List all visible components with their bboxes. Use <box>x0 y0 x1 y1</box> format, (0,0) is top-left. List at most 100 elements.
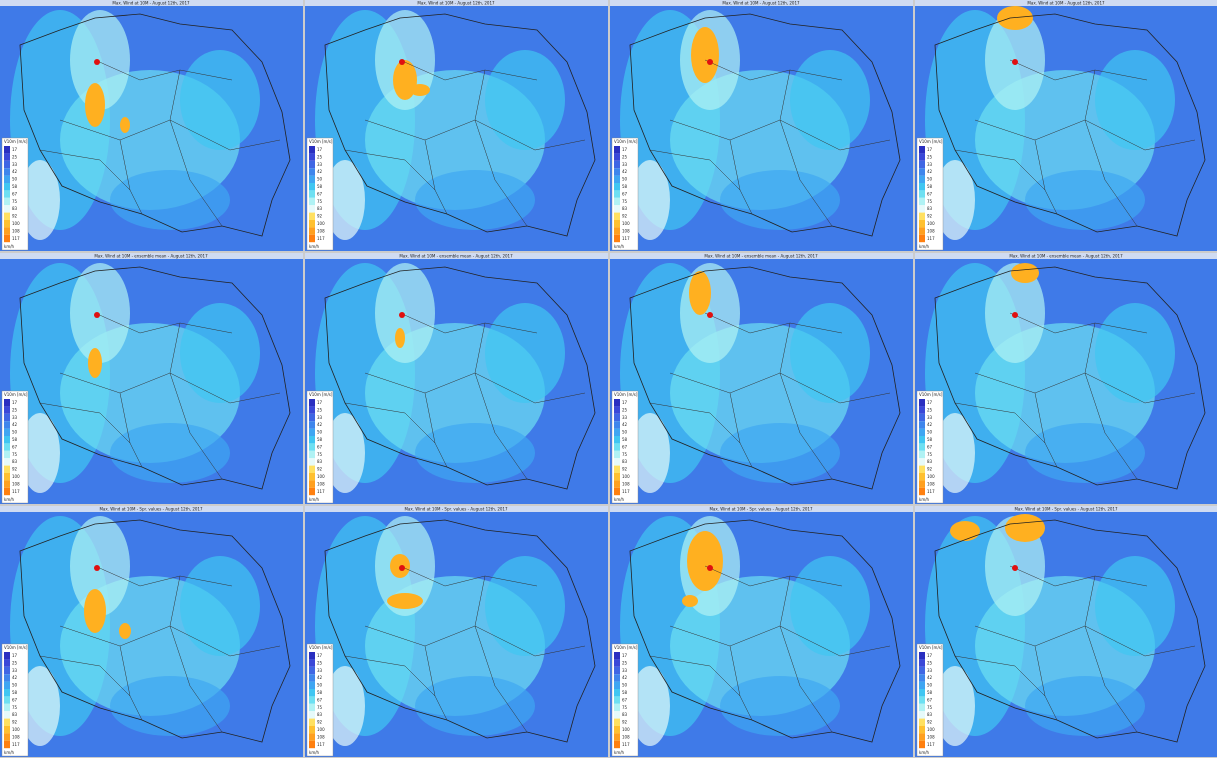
legend-swatch <box>309 183 315 190</box>
legend-unit: km/h <box>4 750 15 755</box>
wind-field <box>180 50 260 150</box>
legend-label: 33 <box>12 162 18 167</box>
legend-label: 17 <box>317 653 323 658</box>
legend-swatch <box>309 406 315 413</box>
legend-label: 42 <box>12 169 18 174</box>
wind-field <box>790 556 870 656</box>
high-wind-area <box>691 27 719 83</box>
legend: V10m [m/s]17253342505867758392100108117k… <box>612 138 638 250</box>
legend-swatch <box>4 176 10 183</box>
wind-field <box>790 50 870 150</box>
legend-swatch <box>614 168 620 175</box>
legend-label: 67 <box>622 191 628 196</box>
high-wind-area <box>950 521 980 541</box>
legend-swatch <box>309 190 315 197</box>
legend-label: 75 <box>927 199 933 204</box>
legend-swatch <box>919 421 925 428</box>
legend-swatch <box>309 220 315 227</box>
legend-swatch <box>614 696 620 703</box>
legend-swatch <box>614 682 620 689</box>
legend-label: 17 <box>12 147 18 152</box>
legend-swatch <box>4 458 10 465</box>
legend-title: V10m [m/s] <box>614 139 638 144</box>
legend-label: 75 <box>317 199 323 204</box>
legend-label: 75 <box>317 705 323 710</box>
legend-swatch <box>4 659 10 666</box>
legend-label: 17 <box>317 147 323 152</box>
legend-swatch <box>614 733 620 740</box>
legend-swatch <box>919 161 925 168</box>
legend-label: 33 <box>622 668 628 673</box>
legend-label: 67 <box>622 444 628 449</box>
legend-swatch <box>919 168 925 175</box>
legend-title: V10m [m/s] <box>4 392 28 397</box>
legend-swatch <box>4 733 10 740</box>
legend-swatch <box>919 176 925 183</box>
legend-swatch <box>919 227 925 234</box>
legend-label: 117 <box>317 236 325 241</box>
legend-label: 42 <box>927 422 933 427</box>
legend-label: 33 <box>317 415 323 420</box>
legend-swatch <box>919 652 925 659</box>
legend-swatch <box>309 711 315 718</box>
legend-label: 75 <box>927 452 933 457</box>
legend-label: 108 <box>927 734 935 739</box>
wind-field <box>1095 50 1175 150</box>
legend-unit: km/h <box>614 244 625 249</box>
legend-label: 50 <box>317 430 323 435</box>
legend-label: 108 <box>12 481 20 486</box>
legend-swatch <box>4 153 10 160</box>
legend-swatch <box>4 741 10 748</box>
legend-label: 58 <box>12 184 18 189</box>
legend-label: 83 <box>317 459 323 464</box>
legend-label: 58 <box>622 184 628 189</box>
legend-label: 58 <box>317 437 323 442</box>
legend-swatch <box>919 213 925 220</box>
map-panel: Max. Wind at 10M - Spr. values - August … <box>305 506 608 757</box>
legend: V10m [m/s]17253342505867758392100108117k… <box>917 138 943 250</box>
legend-label: 17 <box>622 400 628 405</box>
legend-swatch <box>919 704 925 711</box>
legend-title: V10m [m/s] <box>309 392 333 397</box>
legend-swatch <box>4 451 10 458</box>
high-wind-area <box>687 531 723 591</box>
legend-label: 117 <box>12 236 20 241</box>
legend-swatch <box>614 659 620 666</box>
legend-swatch <box>614 726 620 733</box>
legend-label: 83 <box>12 712 18 717</box>
legend-swatch <box>4 161 10 168</box>
legend-label: 75 <box>622 452 628 457</box>
legend-swatch <box>309 719 315 726</box>
legend-swatch <box>614 220 620 227</box>
legend-label: 42 <box>927 169 933 174</box>
wind-field <box>180 303 260 403</box>
wind-field <box>375 263 435 363</box>
legend-label: 100 <box>927 727 935 732</box>
legend-unit: km/h <box>919 244 930 249</box>
legend: V10m [m/s]17253342505867758392100108117k… <box>917 391 943 503</box>
legend-label: 108 <box>317 734 325 739</box>
legend-swatch <box>919 480 925 487</box>
legend-label: 75 <box>317 452 323 457</box>
legend-swatch <box>309 473 315 480</box>
legend-label: 50 <box>12 177 18 182</box>
legend-swatch <box>614 741 620 748</box>
legend-label: 108 <box>622 481 630 486</box>
legend-label: 100 <box>317 221 325 226</box>
legend-swatch <box>309 726 315 733</box>
legend-swatch <box>4 473 10 480</box>
legend-swatch <box>614 429 620 436</box>
legend-swatch <box>4 414 10 421</box>
legend-swatch <box>614 406 620 413</box>
legend-label: 83 <box>622 206 628 211</box>
legend-swatch <box>309 659 315 666</box>
legend-swatch <box>614 399 620 406</box>
legend-swatch <box>919 205 925 212</box>
legend-unit: km/h <box>4 244 15 249</box>
legend-label: 117 <box>622 236 630 241</box>
legend-title: V10m [m/s] <box>309 139 333 144</box>
legend-swatch <box>4 183 10 190</box>
legend-label: 117 <box>622 489 630 494</box>
legend-unit: km/h <box>919 497 930 502</box>
legend-swatch <box>919 414 925 421</box>
